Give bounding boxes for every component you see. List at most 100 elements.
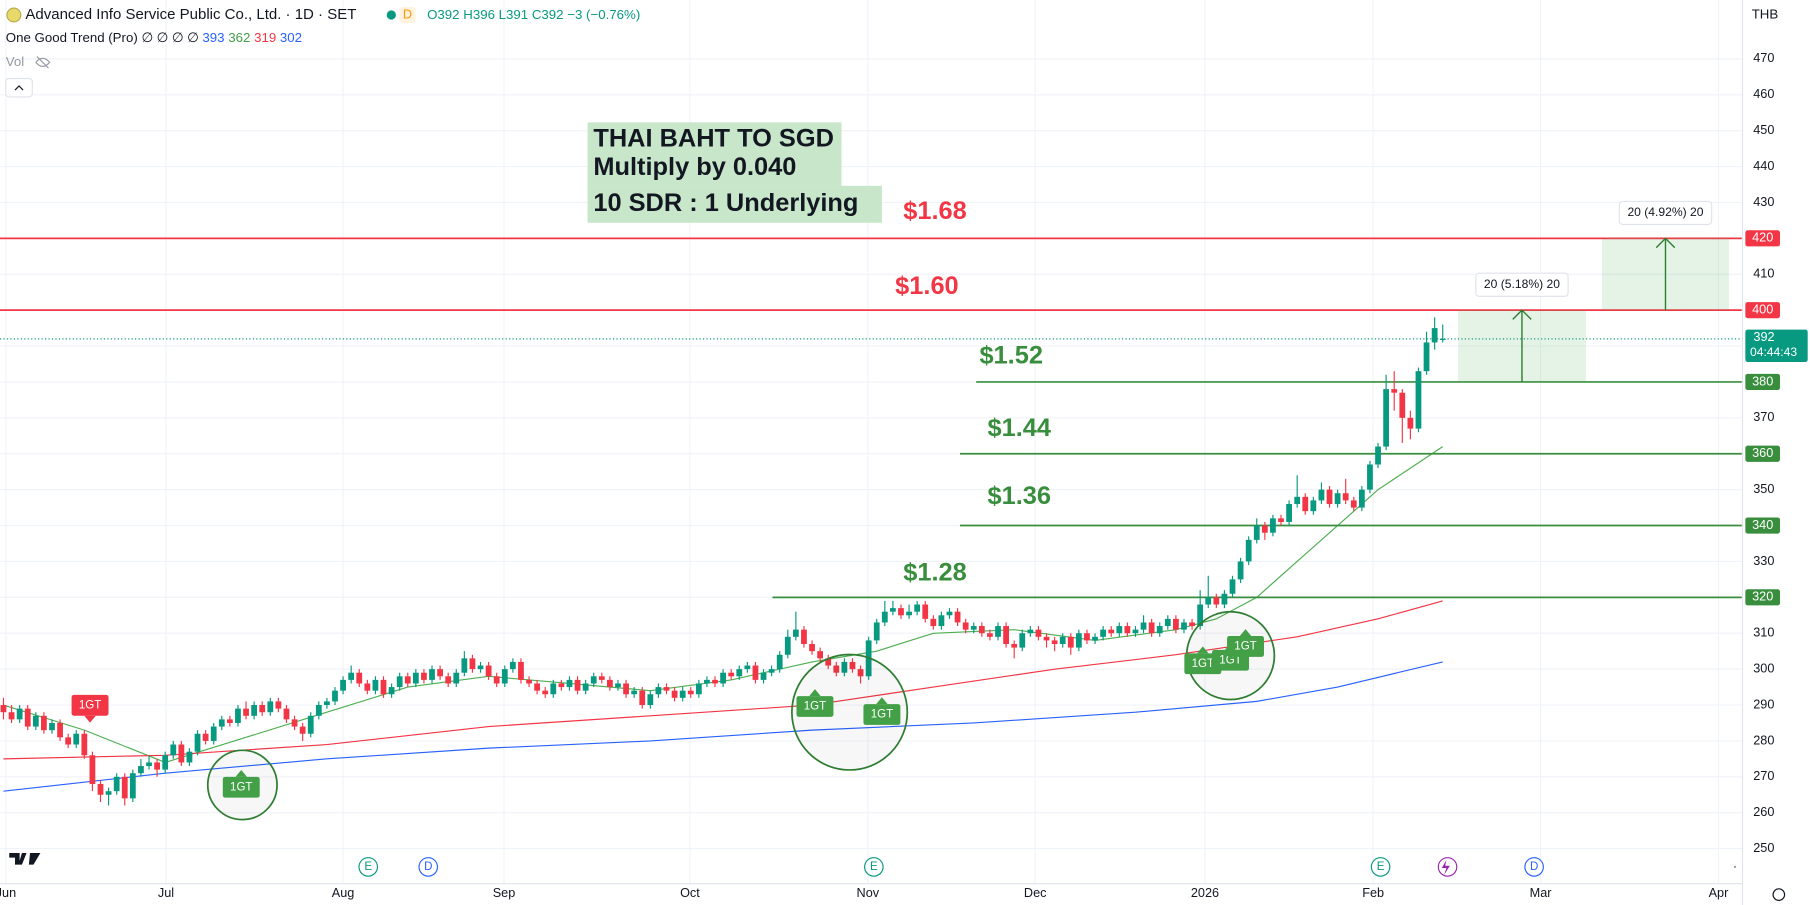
candle-body: [566, 679, 573, 688]
signal-label: 1GT: [1219, 654, 1241, 666]
candle-body: [607, 679, 613, 688]
candle-body: [1197, 604, 1204, 627]
indicator-value: 302: [280, 30, 302, 45]
candle-body: [396, 676, 403, 688]
candle-body: [1108, 629, 1115, 634]
candle-body: [1310, 500, 1317, 512]
candle-body: [1035, 629, 1042, 637]
badge-bg: [399, 6, 416, 24]
candle-body: [162, 755, 169, 770]
y-tick-label: 290: [1753, 697, 1774, 711]
measure-arrow: [1512, 309, 1532, 382]
candle-body: [235, 708, 241, 723]
level-label: $1.28: [903, 558, 967, 586]
candle-body: [1294, 496, 1301, 504]
moving-average: [3, 600, 1443, 760]
level-badge-label: 320: [1752, 590, 1773, 604]
candle-body: [550, 683, 557, 695]
moving-average: [3, 661, 1443, 792]
y-tick-label: 470: [1753, 51, 1774, 65]
candle-body: [461, 658, 468, 673]
signal-pointer: [84, 715, 96, 723]
level-badge: [1745, 589, 1780, 606]
signal-pointer: [1197, 646, 1209, 654]
indicator: One Good Trend (Pro) ∅ ∅ ∅ ∅ 393 362 319…: [6, 30, 302, 45]
candle-body: [202, 733, 209, 741]
candle-body: [65, 737, 72, 745]
signal-label: 1GT: [804, 701, 826, 713]
candle-body: [226, 719, 233, 723]
x-tick-label: 2026: [1191, 886, 1219, 900]
y-tick-label: 270: [1753, 769, 1774, 783]
event-icon: [1370, 857, 1391, 877]
x-tick-label: Oct: [680, 886, 700, 900]
candle-body: [914, 604, 921, 612]
candle-body: [340, 679, 346, 691]
collapse-button[interactable]: [5, 77, 33, 98]
y-tick-label: 410: [1753, 267, 1774, 281]
event-label: E: [364, 861, 372, 873]
moving-average: [3, 446, 1444, 764]
candle-body: [687, 690, 694, 695]
candle-body: [542, 690, 549, 695]
candle-body: [299, 726, 306, 734]
candle-body: [1367, 464, 1373, 490]
market-status: [386, 10, 396, 20]
candle-body: [954, 611, 961, 623]
candle-body: [671, 690, 678, 698]
note-bg: [587, 122, 842, 186]
candle-body: [113, 776, 120, 792]
y-tick-label: 460: [1753, 87, 1774, 101]
candle-body: [57, 722, 63, 738]
candle-body: [194, 733, 201, 752]
indicator-flags: ∅ ∅ ∅ ∅: [141, 30, 198, 45]
candle-body: [1237, 561, 1244, 580]
indicator-value: 393: [202, 30, 224, 45]
candle-body: [1245, 539, 1252, 562]
candle-body: [1423, 342, 1430, 372]
x-tick-label: Sep: [493, 886, 516, 900]
candle-body: [679, 690, 686, 698]
open: O392: [427, 7, 459, 22]
highlight-circle: [791, 653, 909, 771]
candle-body: [598, 676, 605, 680]
overlay: 250 260 270 280 290 300 310 320 330 340 350 360 370 3…: [0, 51, 1808, 900]
candle-body: [1140, 622, 1147, 630]
logo: [9, 853, 1786, 901]
currency: THB: [1752, 7, 1779, 22]
candle-body: [1067, 636, 1074, 648]
highlight-circle: [206, 749, 278, 821]
candle-body: [712, 679, 718, 684]
candle-body: [437, 669, 443, 677]
level-badge: [1745, 517, 1780, 534]
candle-body: [1181, 622, 1187, 630]
indicator-value: 362: [228, 30, 250, 45]
candle-body: [825, 658, 832, 666]
candle-body: [32, 715, 39, 727]
candle-body: [501, 669, 508, 684]
candle-body: [0, 705, 7, 713]
low: L391: [499, 7, 529, 22]
candle-body: [1213, 597, 1220, 605]
candle-body: [307, 715, 314, 734]
candle-body: [1270, 518, 1276, 533]
candle-body: [1084, 633, 1090, 641]
candle-body: [1229, 579, 1236, 594]
candle-body: [412, 672, 419, 684]
badge: D: [403, 7, 412, 21]
note-line: 10 SDR : 1 Underlying: [593, 189, 858, 217]
hide-icon[interactable]: [35, 56, 51, 69]
candle-body: [760, 672, 767, 680]
price-badge-label: 392: [1753, 330, 1774, 344]
settings-icon[interactable]: [1772, 888, 1786, 901]
candle-body: [1431, 328, 1438, 343]
candle-body: [81, 733, 88, 756]
candle-body: [404, 676, 411, 684]
candle-body: [1148, 622, 1155, 634]
candle-body: [623, 683, 629, 695]
y-tick-label: 250: [1753, 841, 1774, 855]
measure-label: 20 (4.92%) 20: [1627, 205, 1703, 219]
level-label: $1.52: [979, 341, 1043, 369]
